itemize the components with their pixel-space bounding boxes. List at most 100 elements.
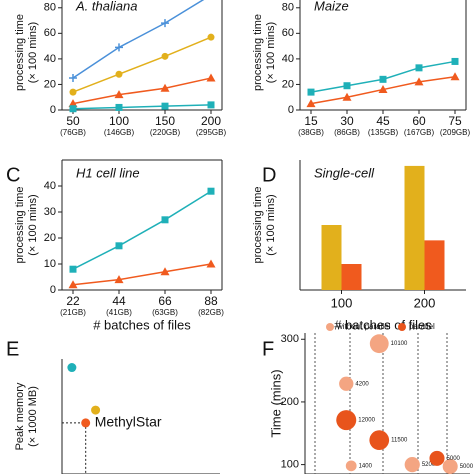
marker — [68, 280, 78, 289]
series-line — [72, 36, 212, 93]
series-line — [72, 104, 212, 110]
marker — [206, 73, 216, 82]
marker — [161, 52, 169, 60]
series-line — [72, 77, 212, 105]
y-tick-label: 40 — [282, 53, 294, 65]
x-tick-sublabel: (21GB) — [60, 308, 86, 317]
y-tick-label: 60 — [44, 27, 56, 39]
marker — [69, 88, 77, 96]
marker — [207, 187, 215, 195]
marker — [115, 43, 123, 52]
y-tick-label: 200 — [281, 396, 299, 408]
legend-label: without parallel — [336, 322, 391, 331]
y-axis-label: Peak memory — [14, 382, 26, 450]
marker — [115, 103, 123, 111]
panel-letter: C — [6, 164, 20, 186]
y-tick-label: 20 — [282, 78, 294, 90]
y-axis-label: processing time — [252, 14, 264, 91]
x-tick-label: 44 — [112, 294, 126, 308]
x-tick-label: 15 — [304, 114, 318, 128]
marker — [306, 99, 316, 108]
series-line — [72, 190, 212, 270]
marker — [160, 267, 170, 276]
x-tick-label: 88 — [204, 294, 218, 308]
bubble — [429, 450, 445, 466]
x-tick-label: 200 — [414, 295, 436, 310]
x-tick-sublabel: (209GB) — [440, 128, 471, 137]
marker — [69, 74, 77, 83]
x-tick-sublabel: (76GB) — [60, 128, 86, 137]
x-tick-sublabel: (135GB) — [368, 128, 399, 137]
panel-letter: D — [262, 164, 276, 186]
y-axis-label: (× 100 mins) — [27, 194, 39, 255]
y-axis-label: processing time — [252, 186, 264, 263]
y-axis-label: (× 100 mins) — [27, 22, 39, 83]
x-tick-label: 30 — [340, 114, 354, 128]
bubble — [442, 458, 458, 474]
bubble-label: 12000 — [358, 418, 375, 424]
y-tick-label: 80 — [282, 2, 294, 14]
x-tick-label: 200 — [201, 114, 221, 128]
legend-label: parallel — [409, 322, 435, 331]
x-tick-sublabel: (82GB) — [198, 308, 224, 317]
point — [91, 405, 101, 415]
marker — [379, 75, 387, 83]
point — [81, 418, 91, 428]
bar — [341, 264, 362, 290]
x-tick-sublabel: (63GB) — [152, 308, 178, 317]
legend-marker — [398, 323, 406, 331]
x-tick-sublabel: (38GB) — [298, 128, 324, 137]
x-axis-label: # batches of files — [334, 317, 432, 332]
x-tick-sublabel: (41GB) — [106, 308, 132, 317]
x-tick-label: 150 — [155, 114, 175, 128]
x-tick-label: 50 — [66, 114, 80, 128]
y-tick-label: 0 — [288, 104, 294, 116]
bar — [404, 165, 425, 290]
y-tick-label: 0 — [50, 104, 56, 116]
y-axis-label: (× 100 mins) — [265, 22, 277, 83]
x-tick-sublabel: (167GB) — [404, 128, 435, 137]
marker — [161, 102, 169, 110]
marker — [207, 33, 215, 41]
panel-letter: F — [262, 338, 274, 360]
y-tick-label: 60 — [282, 27, 294, 39]
y-tick-label: 80 — [44, 2, 56, 14]
marker — [68, 99, 78, 108]
bar — [321, 225, 342, 290]
panel-letter: E — [6, 338, 19, 360]
marker — [161, 216, 169, 224]
marker — [69, 105, 77, 113]
bubble — [369, 430, 390, 451]
marker — [115, 242, 123, 250]
marker — [207, 101, 215, 109]
bubble-label: 5000 — [447, 456, 461, 462]
x-tick-sublabel: (220GB) — [150, 128, 181, 137]
x-axis-label: # batches of files — [93, 317, 191, 332]
y-axis-label: processing time — [14, 186, 26, 263]
x-tick-sublabel: (295GB) — [196, 128, 227, 137]
bubble-label: 1400 — [359, 463, 373, 469]
x-tick-label: 100 — [109, 114, 129, 128]
legend-marker — [326, 323, 334, 331]
bubble — [336, 410, 357, 431]
bubble — [404, 456, 420, 473]
x-tick-sublabel: (146GB) — [104, 128, 135, 137]
chart-title: Maize — [314, 0, 349, 13]
bubble-label: 10100 — [391, 341, 408, 347]
marker — [114, 275, 124, 284]
marker — [450, 72, 460, 81]
marker — [206, 259, 216, 268]
marker — [307, 88, 315, 96]
y-axis-label: processing time — [14, 14, 26, 91]
x-tick-label: 60 — [412, 114, 426, 128]
y-axis-label: Time (mins) — [268, 369, 283, 437]
bubble — [345, 460, 357, 472]
chart-title: H1 cell line — [76, 165, 140, 180]
series-line — [72, 0, 205, 79]
x-tick-sublabel: (86GB) — [334, 128, 360, 137]
marker — [115, 70, 123, 78]
marker — [160, 83, 170, 92]
y-tick-label: 40 — [44, 180, 56, 192]
marker — [414, 77, 424, 86]
